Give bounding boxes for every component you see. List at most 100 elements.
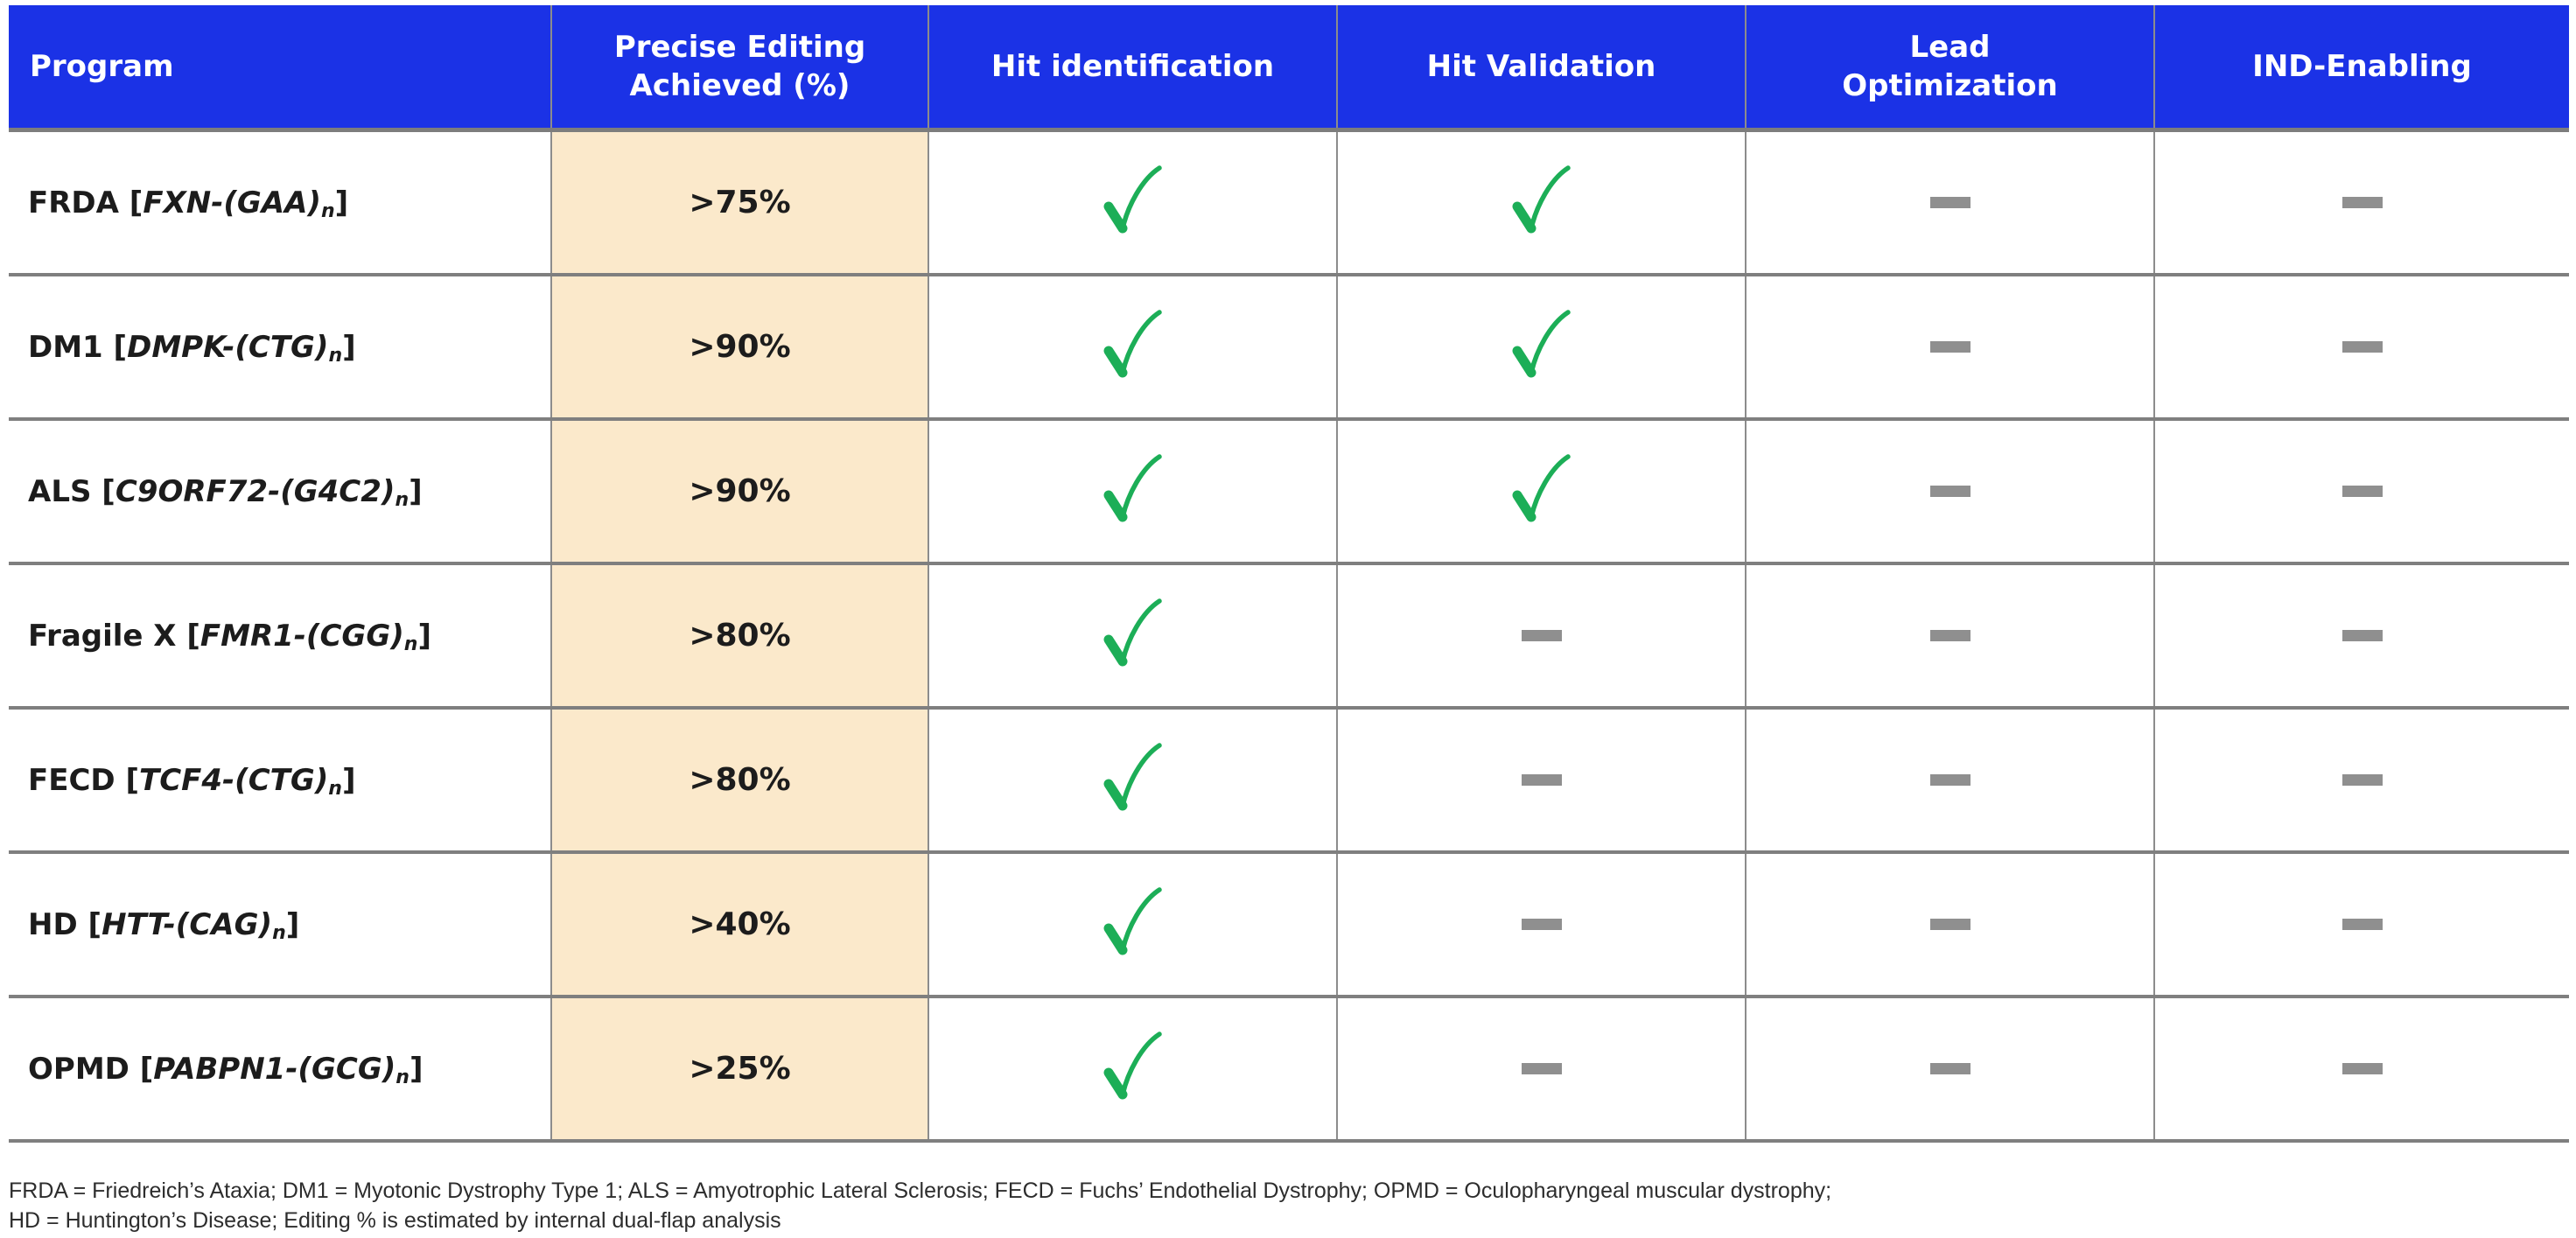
stage-ind-enabling-cell — [2155, 132, 2569, 273]
program-prefix: HD [ — [28, 906, 102, 942]
dash-icon — [1929, 630, 1970, 641]
repeat-subscript: n — [395, 489, 410, 511]
check-icon — [1103, 886, 1163, 962]
program-suffix: ] — [341, 762, 356, 798]
column-header-precise-editing: Precise Editing Achieved (%) — [552, 5, 929, 128]
stage-hit-validation-cell — [1338, 710, 1746, 850]
stage-hit-validation-cell — [1338, 132, 1746, 273]
stage-ind-enabling-cell — [2155, 854, 2569, 995]
stage-ind-enabling-cell — [2155, 998, 2569, 1139]
program-prefix: OPMD [ — [28, 1051, 154, 1087]
dash-icon — [1929, 341, 1970, 353]
check-icon — [1103, 1031, 1163, 1107]
stage-hit-validation-cell — [1338, 421, 1746, 562]
program-prefix: DM1 [ — [28, 329, 128, 365]
column-header-program: Program — [9, 5, 552, 128]
gene-name: DMPK-(CTG) — [127, 329, 329, 365]
program-name: FECD [TCF4-(CTG) n] — [9, 710, 552, 850]
stage-hit-identification-cell — [929, 132, 1338, 273]
dash-icon — [1929, 774, 1970, 786]
table-row-fecd: FECD [TCF4-(CTG) n] >80% — [9, 710, 2569, 854]
dash-icon — [1929, 919, 1970, 930]
repeat-subscript: n — [403, 633, 418, 655]
stage-lead-optimization-cell — [1746, 421, 2155, 562]
check-icon — [1512, 164, 1572, 241]
stage-hit-identification-cell — [929, 565, 1338, 706]
dash-icon — [2342, 630, 2383, 641]
check-icon — [1512, 453, 1572, 529]
gene-name: FMR1-(CGG) — [200, 618, 404, 654]
editing-percent-cell: >75% — [552, 132, 929, 273]
program-suffix: ] — [417, 618, 431, 654]
program-prefix: FRDA [ — [28, 185, 144, 220]
program-name: OPMD [PABPN1-(GCG) n] — [9, 998, 552, 1139]
repeat-subscript: n — [396, 1067, 410, 1088]
stage-hit-validation-cell — [1338, 276, 1746, 417]
stage-ind-enabling-cell — [2155, 710, 2569, 850]
dash-icon — [2342, 486, 2383, 497]
editing-percent-cell: >80% — [552, 565, 929, 706]
gene-name: HTT-(CAG) — [102, 906, 273, 942]
repeat-subscript: n — [328, 778, 342, 800]
stage-lead-optimization-cell — [1746, 276, 2155, 417]
stage-hit-identification-cell — [929, 710, 1338, 850]
dash-icon — [2342, 1063, 2383, 1074]
dash-icon — [1521, 630, 1562, 641]
footnote-line-1: FRDA = Friedreich’s Ataxia; DM1 = Myoton… — [9, 1179, 1832, 1203]
table-row-frda: FRDA [FXN-(GAA) n] >75% — [9, 132, 2569, 276]
stage-ind-enabling-cell — [2155, 421, 2569, 562]
repeat-subscript: n — [328, 345, 343, 367]
dash-icon — [2342, 774, 2383, 786]
gene-name: FXN-(GAA) — [143, 185, 321, 220]
stage-hit-validation-cell — [1338, 565, 1746, 706]
stage-lead-optimization-cell — [1746, 565, 2155, 706]
stage-ind-enabling-cell — [2155, 565, 2569, 706]
dash-icon — [1521, 919, 1562, 930]
table-row-fragile-x: Fragile X [FMR1-(CGG) n] >80% — [9, 565, 2569, 710]
dash-icon — [1929, 197, 1970, 208]
gene-name: PABPN1-(GCG) — [153, 1051, 396, 1087]
program-prefix: FECD [ — [28, 762, 140, 798]
program-prefix: ALS [ — [28, 473, 116, 509]
program-prefix: Fragile X [ — [28, 618, 200, 654]
editing-percent-cell: >90% — [552, 276, 929, 417]
dash-icon — [1521, 774, 1562, 786]
check-icon — [1103, 309, 1163, 385]
dash-icon — [1521, 1063, 1562, 1074]
dash-icon — [1929, 1063, 1970, 1074]
gene-name: TCF4-(CTG) — [139, 762, 329, 798]
table-row-hd: HD [HTT-(CAG) n] >40% — [9, 854, 2569, 998]
editing-percent-cell: >25% — [552, 998, 929, 1139]
dash-icon — [2342, 341, 2383, 353]
program-suffix: ] — [334, 185, 349, 220]
stage-lead-optimization-cell — [1746, 710, 2155, 850]
stage-hit-identification-cell — [929, 998, 1338, 1139]
repeat-subscript: n — [272, 922, 286, 944]
program-name: FRDA [FXN-(GAA) n] — [9, 132, 552, 273]
program-suffix: ] — [409, 473, 423, 509]
pipeline-table: Program Precise Editing Achieved (%) Hit… — [9, 5, 2569, 1143]
check-icon — [1512, 309, 1572, 385]
footnote-line-2: HD = Huntington’s Disease; Editing % is … — [9, 1208, 781, 1233]
column-header-ind-enabling: IND-Enabling — [2155, 5, 2569, 128]
stage-lead-optimization-cell — [1746, 998, 2155, 1139]
program-name: ALS [C9ORF72-(G4C2) n] — [9, 421, 552, 562]
gene-name: C9ORF72-(G4C2) — [115, 473, 396, 509]
editing-percent-cell: >80% — [552, 710, 929, 850]
dash-icon — [1929, 486, 1970, 497]
editing-percent-cell: >40% — [552, 854, 929, 995]
dash-icon — [2342, 197, 2383, 208]
stage-hit-identification-cell — [929, 276, 1338, 417]
check-icon — [1103, 164, 1163, 241]
program-suffix: ] — [342, 329, 356, 365]
program-name: HD [HTT-(CAG) n] — [9, 854, 552, 995]
check-icon — [1103, 453, 1163, 529]
header-row: Program Precise Editing Achieved (%) Hit… — [9, 5, 2569, 132]
repeat-subscript: n — [320, 200, 335, 222]
stage-hit-validation-cell — [1338, 854, 1746, 995]
program-name: Fragile X [FMR1-(CGG) n] — [9, 565, 552, 706]
stage-lead-optimization-cell — [1746, 132, 2155, 273]
table-row-opmd: OPMD [PABPN1-(GCG) n] >25% — [9, 998, 2569, 1143]
stage-hit-validation-cell — [1338, 998, 1746, 1139]
column-header-hit-validation: Hit Validation — [1338, 5, 1746, 128]
